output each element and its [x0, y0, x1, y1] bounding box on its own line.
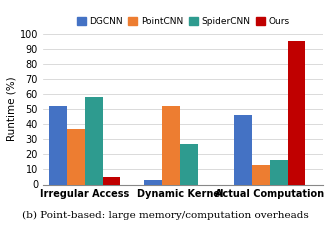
Bar [103, 177, 120, 184]
Bar [180, 144, 198, 184]
Bar [287, 41, 306, 184]
Bar [85, 97, 103, 184]
Y-axis label: Runtime (%): Runtime (%) [7, 77, 17, 142]
Bar [144, 180, 162, 184]
Text: (b) Point-based: large memory/computation overheads: (b) Point-based: large memory/computatio… [22, 211, 308, 220]
Bar [270, 160, 287, 184]
Bar [252, 165, 270, 184]
Bar [234, 115, 252, 184]
Bar [67, 129, 85, 184]
Bar [49, 106, 67, 184]
Legend: DGCNN, PointCNN, SpiderCNN, Ours: DGCNN, PointCNN, SpiderCNN, Ours [77, 17, 289, 26]
Bar [162, 106, 180, 184]
